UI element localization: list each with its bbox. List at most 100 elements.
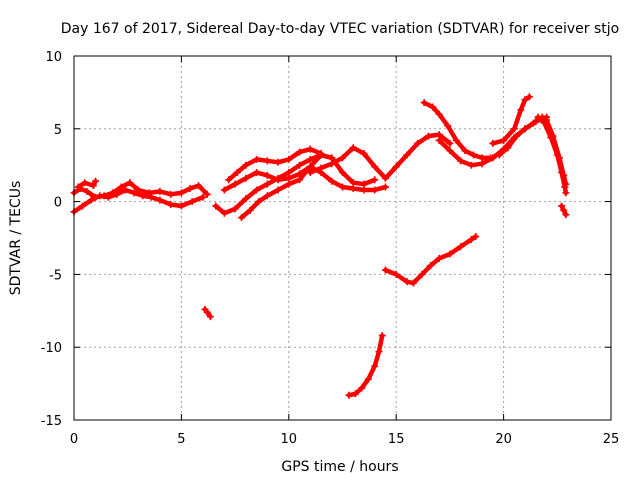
data-point — [381, 266, 389, 274]
data-point — [435, 254, 443, 262]
data-point — [560, 206, 568, 214]
series-arc-12 — [420, 99, 495, 162]
data-point — [220, 186, 228, 194]
y-tick-label: 5 — [54, 123, 62, 138]
series-trace — [71, 180, 210, 200]
data-point — [418, 270, 426, 278]
series-trace — [490, 94, 532, 146]
data-point — [339, 183, 346, 191]
data-point — [96, 192, 104, 200]
data-point — [231, 180, 239, 188]
data-point — [113, 190, 121, 198]
data-point — [489, 154, 497, 162]
data-point — [285, 180, 293, 188]
data-point — [467, 235, 475, 243]
data-point — [429, 103, 437, 111]
data-point — [562, 211, 570, 219]
data-point — [225, 176, 233, 184]
data-point — [381, 174, 389, 182]
data-point — [177, 189, 185, 197]
data-point — [242, 195, 250, 203]
data-point — [510, 125, 518, 133]
data-point — [414, 139, 422, 147]
y-tick-label: 10 — [45, 50, 62, 65]
data-point — [424, 132, 432, 140]
data-point — [167, 201, 175, 209]
data-point — [446, 139, 454, 147]
series-arc-14 — [489, 93, 533, 147]
data-point — [446, 250, 454, 258]
data-point — [517, 106, 525, 114]
y-axis-label: SDTVAR / TECUs — [8, 181, 24, 296]
data-point — [328, 177, 336, 185]
data-point — [444, 122, 452, 130]
plot-frame — [73, 55, 612, 421]
data-point — [199, 193, 207, 201]
data-point — [274, 158, 282, 166]
x-axis-label: GPS time / hours — [281, 459, 398, 475]
y-tick-labels: -15 -10 -5 0 5 10 — [41, 50, 62, 429]
data-point — [558, 202, 566, 210]
data-point — [328, 160, 336, 168]
data-point — [452, 136, 460, 144]
series-trace — [383, 234, 478, 286]
data-point — [558, 168, 566, 176]
data-point — [534, 113, 542, 121]
data-point — [263, 192, 271, 200]
data-point — [371, 176, 379, 184]
data-point — [530, 119, 538, 127]
data-point — [500, 136, 508, 144]
series-arc-15 — [495, 113, 570, 188]
data-point — [255, 198, 263, 206]
data-point — [83, 187, 91, 195]
data-point — [478, 160, 486, 168]
data-point — [375, 348, 383, 356]
data-point — [177, 202, 185, 210]
y-tick-label: -10 — [41, 341, 62, 356]
series-trace — [421, 100, 493, 161]
data-point — [253, 186, 261, 194]
data-point — [122, 186, 130, 194]
data-point — [392, 163, 400, 171]
series-trace — [239, 152, 377, 220]
data-point — [345, 391, 353, 399]
data-point — [156, 196, 164, 204]
data-point — [381, 183, 389, 191]
series-trace — [76, 178, 98, 190]
data-point — [427, 262, 435, 270]
series-arc-8 — [238, 151, 379, 222]
data-point — [167, 190, 175, 198]
data-point — [420, 99, 428, 107]
grid — [73, 55, 612, 421]
data-point — [188, 198, 196, 206]
series-trace — [226, 146, 324, 183]
x-tick-label: 5 — [177, 432, 185, 447]
data-point — [553, 151, 561, 159]
data-point — [360, 150, 368, 158]
data-point — [231, 205, 239, 213]
x-tick-labels: 0 5 10 15 20 25 — [70, 432, 619, 447]
data-point — [349, 144, 357, 152]
data-point — [435, 136, 443, 144]
data-point — [246, 206, 254, 214]
data-point — [186, 184, 194, 192]
data-point — [371, 186, 379, 194]
series-arc-17 — [558, 202, 570, 219]
data-point — [403, 278, 411, 286]
data-point — [296, 148, 304, 156]
data-point — [130, 189, 138, 197]
data-point — [139, 192, 147, 200]
data-point — [489, 139, 497, 147]
data-point — [203, 190, 211, 198]
data-point — [263, 157, 271, 165]
data-point — [461, 147, 469, 155]
series-trace — [308, 132, 453, 181]
data-point — [104, 193, 112, 201]
data-point — [495, 151, 503, 159]
data-point — [285, 155, 293, 163]
data-point — [91, 177, 99, 185]
data-point — [351, 390, 359, 398]
series-layer — [70, 93, 570, 399]
data-point — [364, 375, 372, 383]
